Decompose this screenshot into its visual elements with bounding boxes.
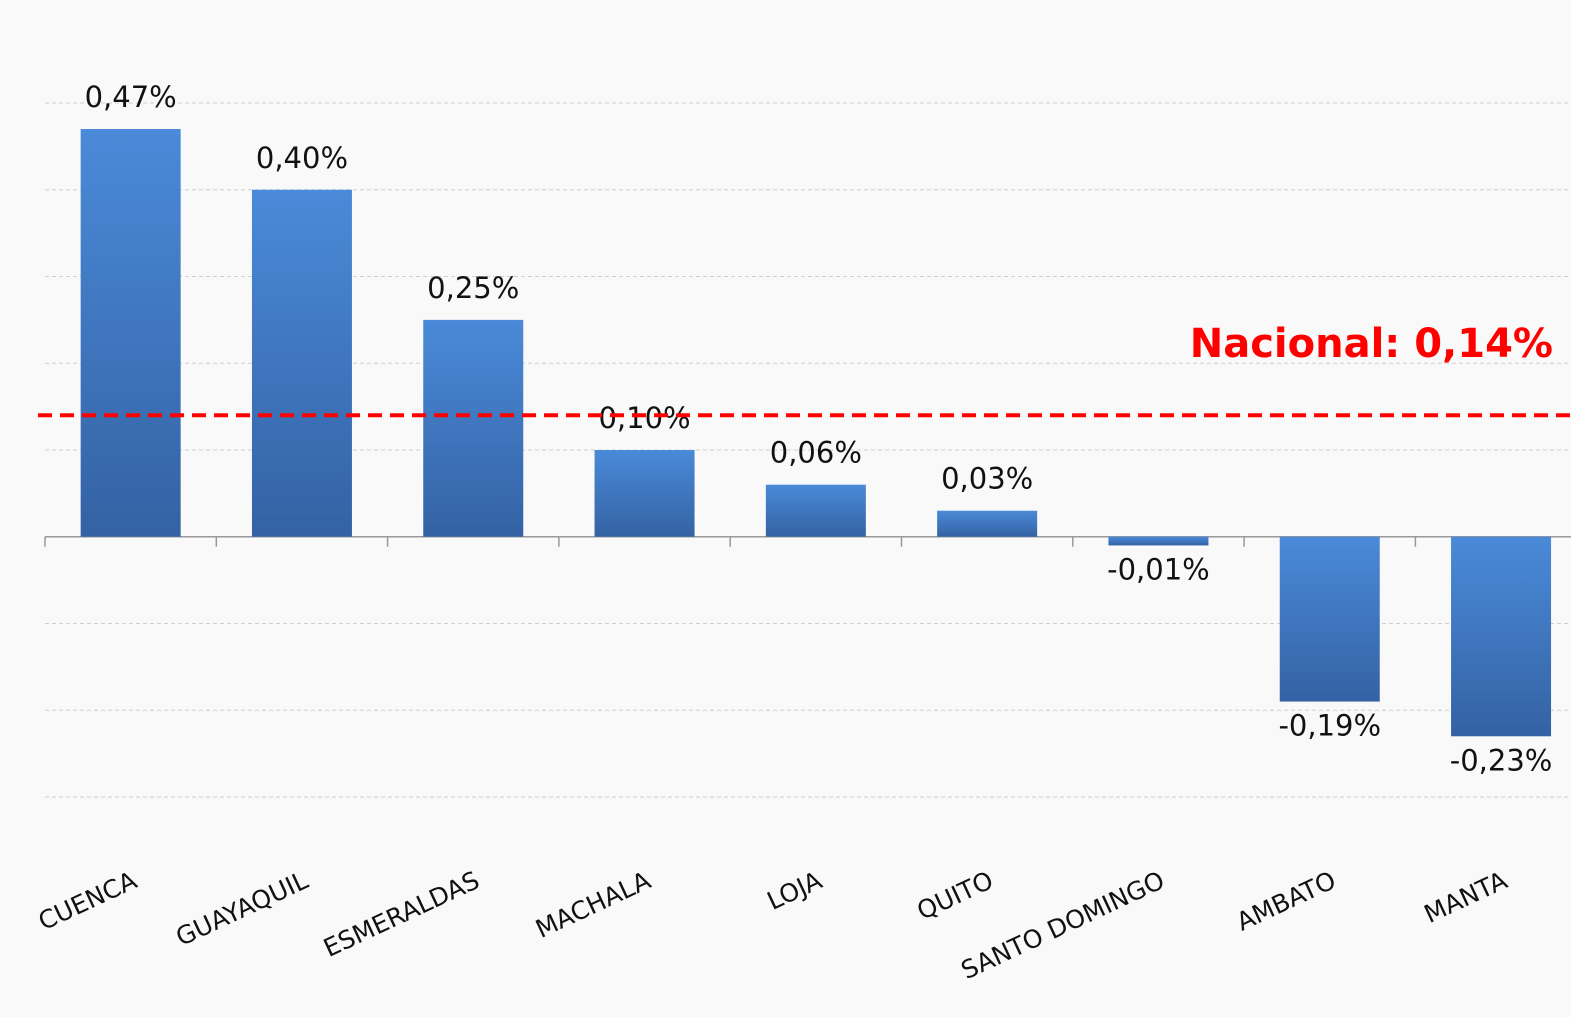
bar [1279,536,1380,702]
bar [765,484,866,537]
x-tick-label: ESMERALDAS [319,865,484,962]
bar [1108,536,1209,546]
bar [937,510,1038,537]
value-label: 0,47% [85,80,177,114]
value-label: -0,01% [1107,552,1210,586]
bar [594,450,695,537]
value-label: 0,25% [427,271,519,305]
x-tick-label: MACHALA [531,865,655,943]
value-label: 0,03% [941,462,1033,496]
bar [251,189,352,537]
value-label: 0,06% [770,436,862,470]
value-label: -0,19% [1278,709,1381,743]
bar [80,129,181,537]
x-tick-label: LOJA [763,865,827,915]
bar [423,319,524,537]
value-label: 0,40% [256,141,348,175]
bar [1451,536,1552,737]
value-label: 0,10% [598,401,690,435]
reference-label: Nacional: 0,14% [1190,321,1553,367]
x-tick-label: CUENCA [34,865,141,936]
value-label: -0,23% [1450,743,1553,777]
x-tick-label: MANTA [1420,865,1512,928]
x-tick-label: QUITO [913,865,998,925]
x-tick-label: GUAYAQUIL [171,865,312,951]
x-tick-label: AMBATO [1232,865,1340,936]
